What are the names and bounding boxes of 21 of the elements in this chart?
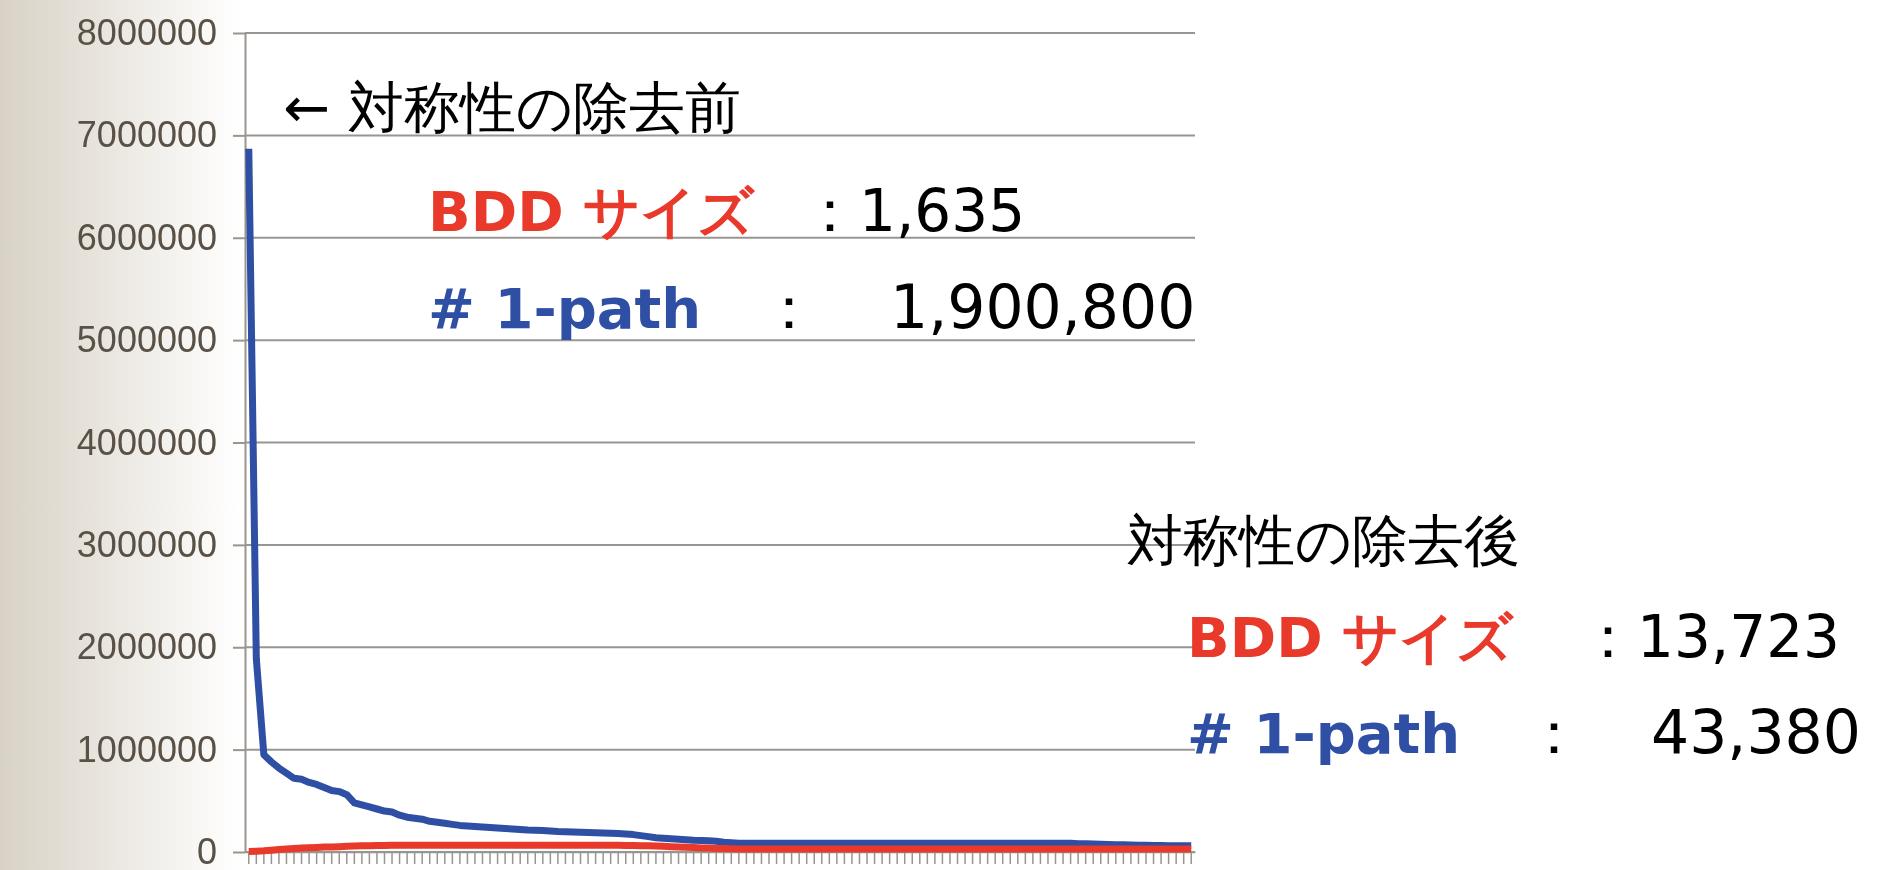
y-tick-label: 4000000 [76, 421, 217, 463]
y-tick-label: 5000000 [76, 319, 217, 361]
y-tick-label: 3000000 [76, 523, 217, 565]
y-tick-label: 6000000 [76, 216, 217, 258]
annotation: 対称性の除去後 [1127, 508, 1520, 573]
annotation: BDD サイズ [428, 179, 756, 244]
y-tick-label: 7000000 [76, 114, 217, 156]
annotation: BDD サイズ [1187, 605, 1515, 670]
y-tick-label: 0 [196, 831, 217, 870]
y-tick-label: 8000000 [76, 12, 217, 54]
annotation: # 1-path [1187, 701, 1461, 766]
text: 43,380 [1651, 697, 1861, 767]
y-tick-label: 1000000 [76, 728, 217, 770]
annotation: ：1,635 [801, 177, 1026, 245]
text: ：13,723 [1579, 603, 1840, 671]
annotation: ← 対称性の除去前 [283, 75, 741, 140]
annotation: # 1-path [428, 276, 702, 341]
text: ： [1525, 699, 1583, 767]
annotation: 1,900,800 [890, 272, 1196, 342]
annotation: ： [760, 274, 818, 342]
y-tick-label: 2000000 [76, 626, 217, 668]
